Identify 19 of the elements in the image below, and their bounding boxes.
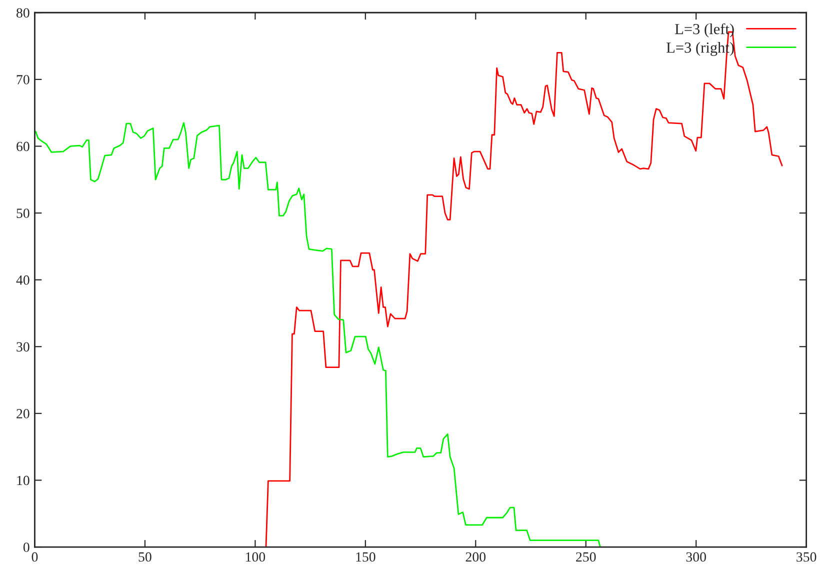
y-tick-label: 60: [16, 142, 30, 152]
legend-label: L=3 (left): [675, 23, 734, 38]
y-tick-label: 80: [16, 8, 30, 18]
y-tick-label: 20: [16, 409, 30, 418]
y-tick-label: 50: [16, 208, 30, 218]
line-series: [35, 122, 601, 548]
y-tick-label: 30: [16, 342, 30, 352]
y-tick-label: 10: [17, 476, 30, 486]
x-tick-label: 250: [576, 552, 596, 562]
x-tick-label: 50: [138, 552, 152, 562]
y-tick-label: 40: [16, 275, 30, 285]
x-tick-label: 150: [356, 552, 376, 562]
y-tick-label: 70: [16, 75, 30, 84]
x-tick-label: 200: [466, 552, 486, 562]
x-tick-label: 0: [32, 552, 38, 562]
x-tick-label: 350: [796, 552, 816, 562]
y-tick-label: 0: [23, 542, 30, 552]
x-tick-label: 300: [686, 552, 706, 562]
x-tick-label: 100: [246, 552, 266, 562]
